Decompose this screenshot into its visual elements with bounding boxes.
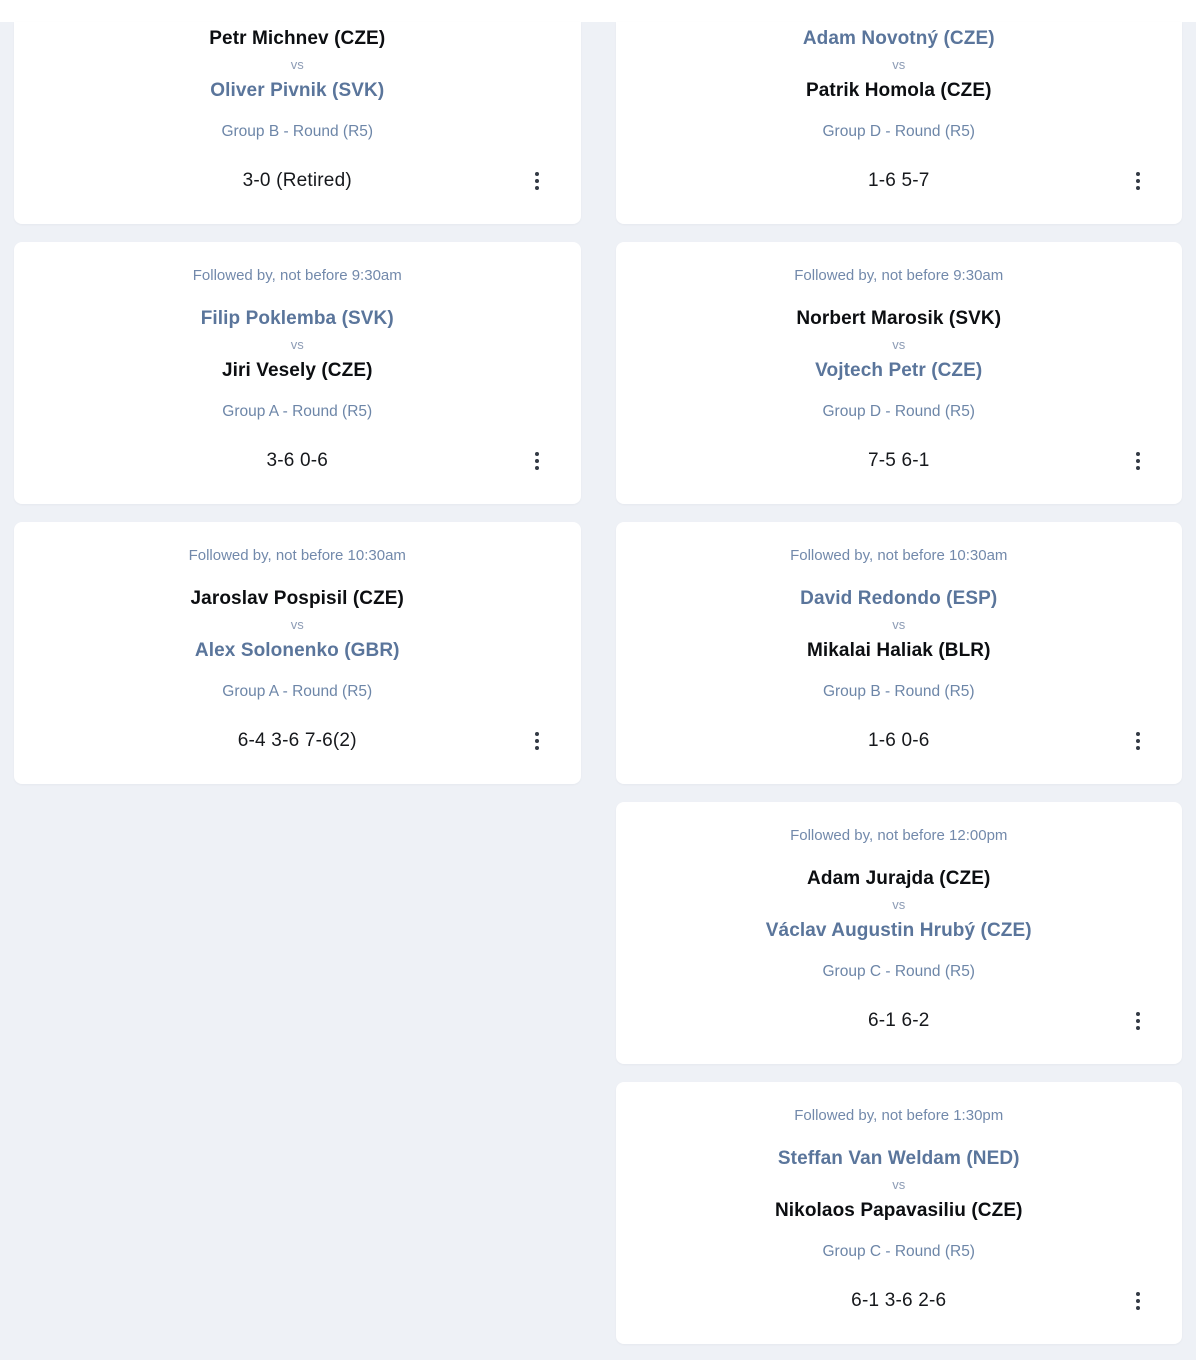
group-round-label: Group C - Round (R5) (822, 963, 975, 980)
match-score: 6-4 3-6 7-6(2) (237, 730, 357, 751)
vs-label: vs (892, 1177, 906, 1192)
followed-by-note: Followed by, not before 9:30am (794, 267, 1004, 284)
match-card[interactable]: Adam Novotný (CZE) vs Patrik Homola (CZE… (615, 22, 1182, 224)
kebab-menu-icon (1136, 732, 1140, 736)
player1-name: Adam Novotný (CZE) (802, 28, 995, 49)
player2-name: Oliver Pivnik (SVK) (210, 80, 385, 101)
player1-name: Steffan Van Weldam (NED) (777, 1148, 1020, 1169)
vs-label: vs (892, 57, 906, 72)
vs-label: vs (290, 57, 304, 72)
match-card[interactable]: Followed by, not before 9:30am Norbert M… (615, 242, 1182, 504)
kebab-menu-icon (534, 452, 539, 456)
score-row: 3-0 (Retired) (38, 168, 557, 194)
followed-by-note: Followed by, not before 9:30am (192, 267, 402, 284)
player2-name: Jiri Vesely (CZE) (221, 360, 373, 381)
followed-by-note: Followed by, not before 10:30am (790, 547, 1008, 564)
match-menu-button[interactable] (531, 448, 543, 474)
match-score: 1-6 5-7 (867, 170, 930, 191)
score-row: 1-6 5-7 (640, 168, 1159, 194)
player1-name: Filip Poklemba (SVK) (200, 308, 394, 329)
followed-by-note: Followed by, not before 12:00pm (790, 827, 1008, 844)
match-cards-grid: Petr Michnev (CZE) vs Oliver Pivnik (SVK… (0, 22, 1196, 1360)
score-row: 1-6 0-6 (640, 728, 1159, 754)
match-score: 1-6 0-6 (867, 730, 930, 751)
kebab-menu-icon (534, 732, 539, 736)
match-menu-button[interactable] (1132, 1288, 1144, 1314)
followed-by-note: Followed by, not before 10:30am (188, 547, 406, 564)
player1-name: David Redondo (ESP) (800, 588, 998, 609)
group-round-label: Group A - Round (R5) (222, 683, 373, 700)
match-score: 6-1 6-2 (867, 1010, 930, 1031)
vs-label: vs (892, 617, 906, 632)
group-round-label: Group B - Round (R5) (221, 123, 374, 140)
match-score: 3-0 (Retired) (242, 170, 352, 191)
player2-name: Nikolaos Papavasiliu (CZE) (774, 1200, 1023, 1221)
vs-label: vs (290, 617, 304, 632)
vs-label: vs (892, 897, 906, 912)
player2-name: Vojtech Petr (CZE) (815, 360, 983, 381)
score-row: 3-6 0-6 (38, 448, 557, 474)
match-menu-button[interactable] (1132, 728, 1144, 754)
group-round-label: Group D - Round (R5) (822, 403, 975, 420)
player2-name: Alex Solonenko (GBR) (194, 640, 400, 661)
kebab-menu-icon (534, 172, 539, 176)
player2-name: Patrik Homola (CZE) (805, 80, 992, 101)
match-score: 7-5 6-1 (867, 450, 930, 471)
score-row: 7-5 6-1 (640, 448, 1159, 474)
player1-name: Adam Jurajda (CZE) (807, 868, 991, 889)
kebab-menu-icon (1136, 172, 1140, 176)
followed-by-note: Followed by, not before 1:30pm (794, 1107, 1004, 1124)
player1-name: Petr Michnev (CZE) (209, 28, 386, 49)
score-row: 6-1 3-6 2-6 (640, 1288, 1159, 1314)
match-card[interactable]: Followed by, not before 12:00pm Adam Jur… (615, 802, 1182, 1064)
group-round-label: Group C - Round (R5) (822, 1243, 975, 1260)
match-card[interactable]: Followed by, not before 10:30am Jaroslav… (14, 522, 581, 784)
group-round-label: Group D - Round (R5) (822, 123, 975, 140)
player1-name: Norbert Marosik (SVK) (796, 308, 1002, 329)
score-row: 6-1 6-2 (640, 1008, 1159, 1034)
group-round-label: Group A - Round (R5) (222, 403, 373, 420)
player2-name: Mikalai Haliak (BLR) (806, 640, 991, 661)
top-cropped-section (0, 0, 1196, 22)
match-card[interactable]: Followed by, not before 9:30am Filip Pok… (14, 242, 581, 504)
match-score: 6-1 3-6 2-6 (851, 1290, 947, 1311)
vs-label: vs (892, 337, 906, 352)
kebab-menu-icon (1136, 1012, 1140, 1016)
group-round-label: Group B - Round (R5) (822, 683, 975, 700)
player2-name: Václav Augustin Hrubý (CZE) (765, 920, 1032, 941)
kebab-menu-icon (1136, 1292, 1140, 1296)
vs-label: vs (290, 337, 304, 352)
match-card[interactable]: Followed by, not before 10:30am David Re… (615, 522, 1182, 784)
match-menu-button[interactable] (1132, 168, 1144, 194)
kebab-menu-icon (1136, 452, 1140, 456)
score-row: 6-4 3-6 7-6(2) (38, 728, 557, 754)
match-menu-button[interactable] (531, 168, 543, 194)
match-card[interactable]: Petr Michnev (CZE) vs Oliver Pivnik (SVK… (14, 22, 581, 224)
match-menu-button[interactable] (1132, 448, 1144, 474)
match-card[interactable]: Followed by, not before 1:30pm Steffan V… (615, 1082, 1182, 1344)
match-menu-button[interactable] (531, 728, 543, 754)
player1-name: Jaroslav Pospisil (CZE) (190, 588, 404, 609)
match-menu-button[interactable] (1132, 1008, 1144, 1034)
match-score: 3-6 0-6 (266, 450, 329, 471)
